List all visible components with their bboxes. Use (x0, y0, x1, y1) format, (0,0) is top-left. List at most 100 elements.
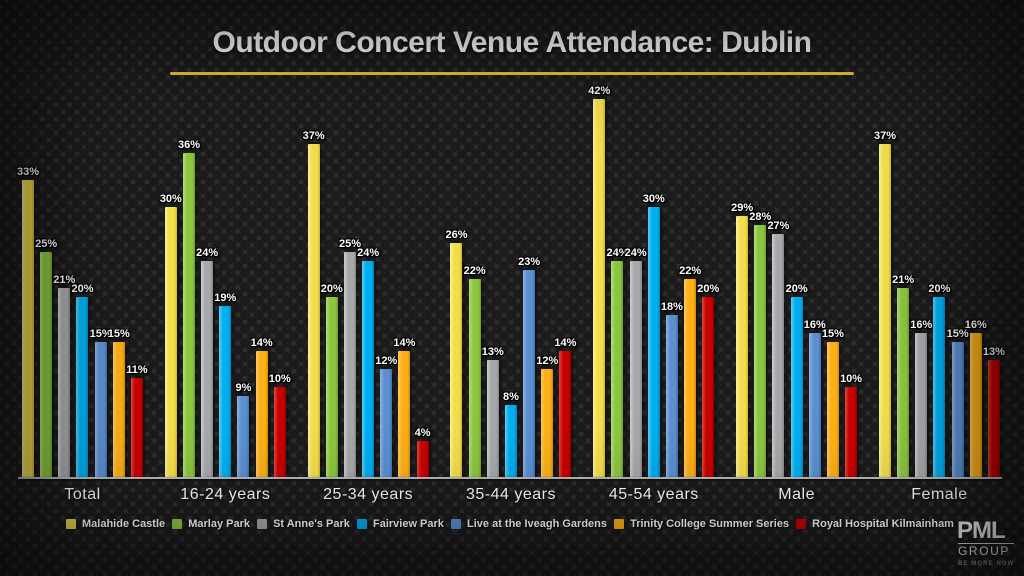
bar (665, 315, 678, 477)
bar-cell: 37% (303, 130, 325, 477)
bar-value-label: 24% (624, 247, 647, 259)
bar-cell: 12% (375, 355, 397, 477)
bar-cell: 30% (643, 193, 665, 477)
bar (826, 342, 839, 477)
bar-value-label: 27% (767, 220, 790, 232)
pml-group-logo: PML GROUP BE MORE NOW (954, 518, 1018, 570)
bar-value-label: 13% (481, 346, 504, 358)
bar-cell: 20% (697, 283, 719, 477)
bar (219, 306, 232, 477)
bar (933, 297, 946, 477)
bar-value-label: 20% (928, 283, 951, 295)
title-underline (170, 72, 854, 75)
bar-cell: 24% (357, 247, 379, 477)
bar-cell: 25% (35, 238, 57, 477)
bar (94, 342, 107, 477)
category-group: 42% 24% 24% 30% 18% 22% 20% 45-54 years (588, 84, 719, 504)
bar-value-label: 30% (159, 193, 182, 205)
bar (504, 405, 517, 477)
bar-cell: 11% (126, 364, 148, 477)
bar (845, 387, 858, 477)
legend-label: Royal Hospital Kilmainham (812, 518, 954, 530)
bar-value-label: 37% (302, 130, 325, 142)
bar-cell: 24% (606, 247, 628, 477)
bar-value-label: 29% (731, 202, 754, 214)
legend-swatch (172, 519, 183, 529)
legend-item: Trinity College Summer Series (614, 518, 789, 530)
bar-value-label: 25% (338, 238, 361, 250)
bar (754, 225, 767, 477)
bar (362, 261, 375, 477)
bar-cell: 15% (108, 328, 130, 477)
bar (130, 378, 143, 477)
bar-value-label: 20% (71, 283, 94, 295)
bar-value-label: 21% (53, 274, 76, 286)
bar-value-label: 23% (518, 256, 541, 268)
bar-value-label: 22% (463, 265, 486, 277)
legend-label: Live at the Iveagh Gardens (467, 518, 608, 530)
bar-value-label: 14% (554, 337, 577, 349)
bar-cell: 16% (965, 319, 987, 477)
legend-item: Royal Hospital Kilmainham (796, 518, 954, 530)
bar-cell: 14% (554, 337, 576, 477)
bar-cell: 16% (910, 319, 932, 477)
bar-value-label: 28% (749, 211, 772, 223)
bar (915, 333, 928, 477)
bar-cell: 33% (17, 166, 39, 477)
category-label: Male (778, 486, 815, 503)
bar-value-label: 10% (840, 373, 863, 385)
legend-swatch (257, 519, 268, 529)
bar-value-label: 26% (445, 229, 468, 241)
legend-swatch (796, 519, 807, 529)
bar-value-label: 10% (268, 373, 291, 385)
logo-rule (958, 543, 1014, 544)
bar-cell: 18% (661, 301, 683, 477)
bar-value-label: 12% (536, 355, 559, 367)
bar-value-label: 22% (679, 265, 702, 277)
category-group: 33% 25% 21% 20% 15% 15% 11% Total (17, 84, 148, 504)
legend-swatch (356, 519, 367, 529)
bar-value-label: 8% (503, 391, 519, 403)
bar (969, 333, 982, 477)
bar-value-label: 12% (375, 355, 398, 367)
legend-label: St Anne's Park (273, 518, 350, 530)
bar (201, 261, 214, 477)
bar-cell: 15% (90, 328, 112, 477)
bar-value-label: 14% (250, 337, 273, 349)
bar (808, 333, 821, 477)
bar-cell: 20% (786, 283, 808, 477)
bar-value-label: 4% (414, 427, 431, 439)
bar (450, 243, 463, 477)
bar-cell: 9% (236, 382, 251, 477)
bar-cell: 21% (53, 274, 75, 477)
legend-item: Marlay Park (172, 518, 250, 530)
category-label: 25-34 years (323, 486, 414, 503)
bar-value-label: 30% (642, 193, 665, 205)
legend-item: Malahide Castle (66, 518, 165, 530)
bar-value-label: 20% (697, 283, 720, 295)
category-group: 26% 22% 13% 8% 23% 12% 14% 35-44 years (445, 84, 576, 504)
bar-cell: 10% (269, 373, 291, 477)
bar-value-label: 16% (964, 319, 987, 331)
bar-cell: 14% (393, 337, 415, 477)
category-label: 45-54 years (608, 486, 699, 503)
bar-value-label: 24% (196, 247, 219, 259)
category-group: 37% 21% 16% 20% 15% 16% 13% Female (874, 84, 1005, 504)
bar (468, 279, 481, 477)
bar (951, 342, 964, 477)
bar-value-label: 36% (177, 139, 200, 151)
bar-value-label: 24% (357, 247, 380, 259)
bar-value-label: 16% (910, 319, 933, 331)
bar-cell: 24% (625, 247, 647, 477)
logo-tagline: BE MORE NOW (958, 561, 1015, 567)
legend-label: Trinity College Summer Series (630, 518, 790, 530)
bar-cell: 22% (464, 265, 486, 477)
legend-item: St Anne's Park (257, 518, 350, 530)
legend-swatch (451, 519, 462, 529)
bar-value-label: 37% (873, 130, 896, 142)
category-group: 29% 28% 27% 20% 16% 15% 10% Male (731, 84, 862, 504)
bar-cell: 30% (160, 193, 182, 477)
bar-cell: 36% (178, 139, 200, 477)
category-label: 16-24 years (180, 486, 271, 503)
bar (486, 360, 499, 477)
